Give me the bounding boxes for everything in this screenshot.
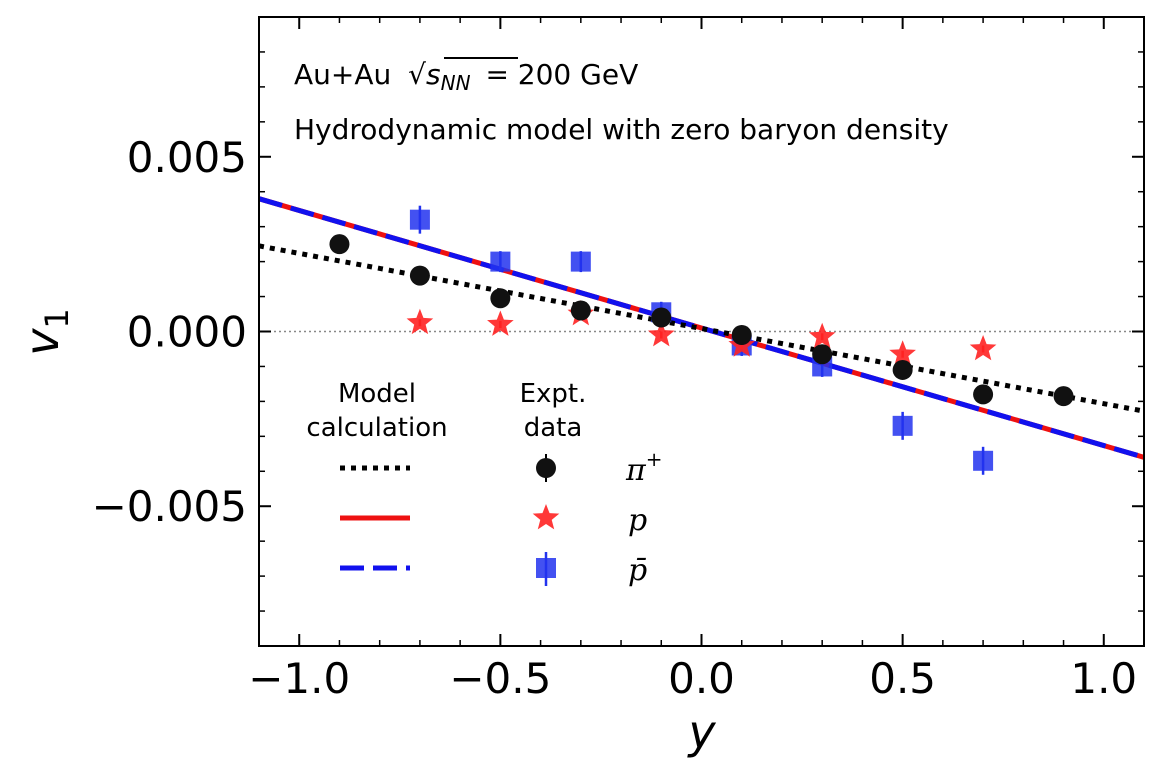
data-point-pion bbox=[490, 288, 511, 309]
data-point-proton bbox=[808, 322, 836, 349]
x-tick-label: 0.5 bbox=[869, 654, 936, 703]
data-point-proton bbox=[487, 310, 514, 336]
y-axis-label: v1 bbox=[15, 308, 76, 356]
data-point-antiproton bbox=[973, 450, 994, 471]
x-tick-label: 1.0 bbox=[1070, 654, 1137, 703]
data-point-pion bbox=[812, 344, 833, 365]
legend-label-pion: π+ bbox=[625, 447, 662, 488]
data-point-pion bbox=[329, 234, 350, 255]
y-tick-label: 0.005 bbox=[127, 133, 247, 182]
legend-marker-pion bbox=[536, 454, 556, 482]
plot-title-line2: Hydrodynamic model with zero baryon dens… bbox=[294, 113, 949, 146]
x-tick-label: 0.0 bbox=[668, 654, 735, 703]
data-point-proton bbox=[969, 334, 997, 361]
model-line-pion bbox=[259, 243, 1144, 414]
plot-background bbox=[259, 17, 1144, 646]
x-axis-label: y bbox=[686, 705, 716, 759]
legend-model-heading-line1: Model bbox=[338, 379, 416, 409]
legend-label-proton: p bbox=[628, 503, 647, 538]
x-tick-label: −0.5 bbox=[449, 654, 551, 703]
legend-data-heading-line1: Expt. bbox=[520, 379, 587, 409]
plot-frame bbox=[258, 16, 1145, 647]
data-point-pion bbox=[973, 384, 994, 405]
x-tick-label: −1.0 bbox=[248, 654, 350, 703]
data-point-antiproton bbox=[570, 251, 591, 272]
data-point-antiproton bbox=[409, 209, 430, 230]
data-point-pion bbox=[651, 307, 672, 328]
legend-marker-proton bbox=[532, 504, 560, 530]
legend: Model calculation Expt. data π+ p p̄ bbox=[306, 379, 662, 588]
data-point-pion bbox=[731, 324, 752, 345]
legend-marker-antiproton bbox=[536, 552, 556, 586]
model-line-antiproton bbox=[259, 196, 1144, 460]
y-tick-label: −0.005 bbox=[92, 482, 247, 531]
data-point-antiproton bbox=[490, 251, 511, 272]
data-point-pion bbox=[570, 300, 591, 321]
data-point-proton bbox=[406, 308, 434, 335]
data-point-proton bbox=[647, 320, 675, 347]
y-tick-label: 0.000 bbox=[127, 308, 247, 357]
data-point-pion bbox=[892, 359, 913, 380]
legend-label-antiproton: p̄ bbox=[628, 553, 647, 588]
data-point-proton bbox=[889, 340, 916, 366]
legend-model-heading-line2: calculation bbox=[306, 413, 447, 443]
legend-data-heading-line2: data bbox=[524, 413, 583, 443]
data-point-pion bbox=[1053, 386, 1074, 407]
plot-title-line1: Au+Au √sNN = 200 GeV bbox=[294, 58, 638, 97]
data-point-pion bbox=[409, 265, 430, 286]
data-point-antiproton bbox=[892, 415, 913, 436]
